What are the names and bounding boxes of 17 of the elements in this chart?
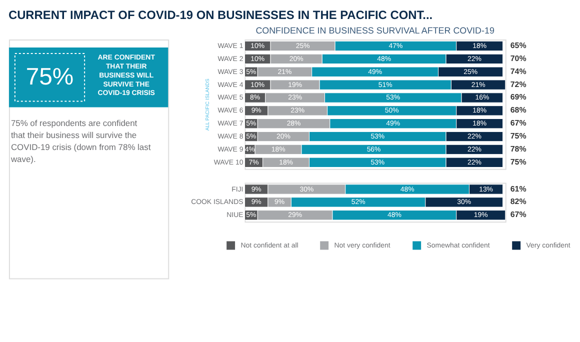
text: 61% (510, 184, 526, 194)
text: 69% (510, 92, 526, 102)
text: 70% (510, 54, 526, 63)
text: 74% (510, 66, 526, 76)
text: 75% of respondents are confident that their business will survive the COVID-19 crisis (down from 78% last wave). (10, 118, 152, 164)
chart-title: CONFIDENCE IN BUSINESS SURVIVAL AFTER COVID-19 (256, 26, 494, 36)
text: 82% (510, 197, 526, 206)
text: 78% (510, 144, 526, 154)
text: 68% (510, 106, 526, 115)
text: 75% (510, 157, 526, 166)
text: 75% (26, 63, 74, 90)
text: 65% (510, 40, 526, 50)
text: 75% (510, 132, 526, 141)
text: CURRENT IMPACT OF COVID-19 ON BUSINESSES IN THE PACIFIC CONT... (8, 8, 433, 22)
text: 72% (510, 80, 526, 89)
text: 67% (510, 210, 526, 220)
text: 67% (510, 118, 526, 128)
